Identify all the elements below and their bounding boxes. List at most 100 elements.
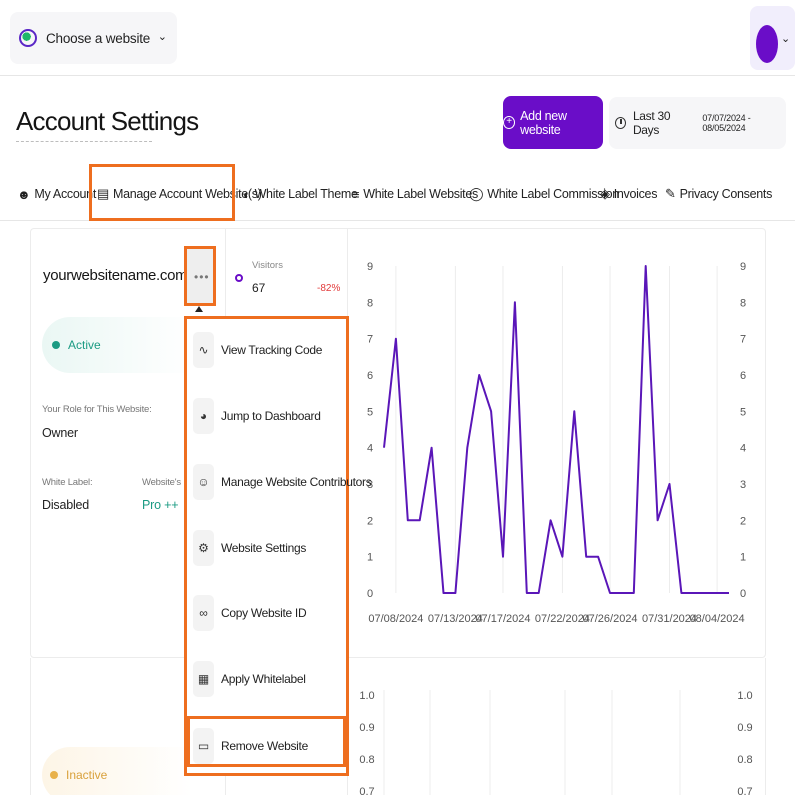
visitors-series-line <box>383 265 729 594</box>
white-label-label: White Label: <box>42 477 93 488</box>
website-card <box>30 228 766 658</box>
chevron-down-icon: ⌄ <box>781 33 791 45</box>
status-dot <box>50 771 58 779</box>
y2-tick-label: 6 <box>740 370 746 382</box>
user-menu[interactable]: ⌄ <box>750 6 795 70</box>
menu-item-label: Copy Website ID <box>221 606 307 620</box>
x-tick-label: 08/04/2024 <box>690 613 745 625</box>
gear-icon: ⚙ <box>193 530 214 566</box>
visitors-label: Visitors <box>252 260 283 271</box>
tab-my-account[interactable]: ☻ My Account <box>17 175 96 213</box>
globe-icon <box>19 29 37 47</box>
tab-label: White Label Websites <box>363 187 478 201</box>
white-label-value: Disabled <box>42 498 90 512</box>
menu-item-label: Website Settings <box>221 541 307 555</box>
pulse-icon: ∿ <box>193 332 214 368</box>
title-underline <box>16 141 152 142</box>
date-range-picker[interactable]: Last 30 Days 07/07/2024 - 08/05/2024 <box>609 97 786 149</box>
y2-tick-label: 2 <box>740 515 746 527</box>
add-new-website-label: Add new website <box>520 108 567 137</box>
grid-icon: ▦ <box>193 661 214 697</box>
page-title: Account Settings <box>16 106 199 136</box>
y2-tick-label: 0.7 <box>737 786 752 795</box>
pie-icon: ◕ <box>193 398 214 434</box>
y-tick-label: 5 <box>367 406 373 418</box>
menu-item-jump-to-dashboard[interactable]: ◕ Jump to Dashboard <box>193 396 347 436</box>
tab-white-label-websites[interactable]: ≡ White Label Websites <box>352 175 478 213</box>
layers-icon: ◈ <box>600 186 610 201</box>
y-tick-label: 1.0 <box>359 690 374 702</box>
y-tick-label: 4 <box>367 443 373 455</box>
y2-tick-label: 0.9 <box>737 722 752 734</box>
date-range-label: Last 30 Days <box>632 109 671 137</box>
add-user-icon: ☺ <box>193 464 214 500</box>
y2-tick-label: 3 <box>740 479 746 491</box>
visitors-value: 67 <box>252 281 266 295</box>
x-tick-label: 07/22/2024 <box>535 613 590 625</box>
status-text: Active <box>68 338 101 352</box>
tab-label: Privacy Consents <box>679 187 773 201</box>
trash-icon: ▭ <box>193 728 214 764</box>
more-icon: ••• <box>194 270 210 284</box>
y2-tick-label: 5 <box>740 406 746 418</box>
visitors-change: -82% <box>317 283 341 294</box>
plus-icon: + <box>503 116 516 129</box>
more-options-button[interactable]: ••• <box>184 246 216 306</box>
tab-white-label-theme[interactable]: ◐ White Label Theme <box>243 175 358 213</box>
y2-tick-label: 9 <box>740 261 746 273</box>
y2-tick-label: 0 <box>740 588 746 600</box>
add-new-website-button[interactable]: + Add new website <box>503 96 603 149</box>
y-tick-label: 0.7 <box>359 786 374 795</box>
pen-icon: ✎ <box>665 186 676 201</box>
tab-privacy-consents[interactable]: ✎ Privacy Consents <box>665 175 772 213</box>
link-icon: ∞ <box>193 595 214 631</box>
menu-item-remove-website[interactable]: ▭ Remove Website <box>193 726 347 766</box>
visitors-icon <box>235 274 243 282</box>
remove-highlight-frame <box>187 716 346 767</box>
menu-item-apply-whitelabel[interactable]: ▦ Apply Whitelabel <box>193 659 347 699</box>
chevron-down-icon: ⌄ <box>157 31 167 43</box>
menu-item-label: View Tracking Code <box>221 343 323 357</box>
y-tick-label: 2 <box>367 515 373 527</box>
tab-manage-account-websites[interactable]: ▤ Manage Account Website(s) <box>97 175 262 213</box>
menu-item-label: Remove Website <box>221 739 308 753</box>
website-selector[interactable]: Choose a website ⌄ <box>10 12 177 64</box>
menu-item-view-tracking-code[interactable]: ∿ View Tracking Code <box>193 330 347 370</box>
x-tick-label: 07/26/2024 <box>583 613 638 625</box>
menu-item-manage-contributors[interactable]: ☺ Manage Website Contributors <box>193 462 372 502</box>
tab-white-label-commission[interactable]: ◯ White Label Commission <box>469 175 619 213</box>
y2-tick-label: 1.0 <box>737 690 752 702</box>
y-tick-label: 0.8 <box>359 754 374 766</box>
menu-item-copy-website-id[interactable]: ∞ Copy Website ID <box>193 593 347 633</box>
y-tick-label: 0.9 <box>359 722 374 734</box>
menu-item-website-settings[interactable]: ⚙ Website Settings <box>193 528 347 568</box>
tab-label: My Account <box>34 187 97 201</box>
role-value: Owner <box>42 426 78 440</box>
menu-caret <box>195 306 203 312</box>
plan-value: Pro ++ <box>142 498 179 512</box>
y-tick-label: 8 <box>367 297 373 309</box>
y-tick-label: 9 <box>367 261 373 273</box>
menu-item-label: Manage Website Contributors <box>221 475 372 489</box>
top-bar: Choose a website ⌄ ⌄ <box>0 0 795 76</box>
list-icon: ≡ <box>352 186 360 202</box>
y2-tick-label: 8 <box>740 297 746 309</box>
y-tick-label: 6 <box>367 370 373 382</box>
settings-tabs: ☻ My Account ▤ Manage Account Website(s)… <box>0 175 795 221</box>
website-card-2 <box>30 658 766 795</box>
user-icon: ☻ <box>17 186 31 202</box>
avatar <box>756 25 778 63</box>
menu-item-label: Apply Whitelabel <box>221 672 306 686</box>
clock-icon <box>615 117 626 129</box>
y-tick-label: 0 <box>367 588 373 600</box>
x-tick-label: 07/31/2024 <box>642 613 697 625</box>
website-selector-label: Choose a website <box>46 30 151 46</box>
x-tick-label: 07/08/2024 <box>368 613 423 625</box>
website-name: yourwebsitename.com <box>43 267 188 284</box>
y2-tick-label: 0.8 <box>737 754 752 766</box>
tab-label: Manage Account Website(s) <box>112 187 262 201</box>
tab-invoices[interactable]: ◈ Invoices <box>600 175 657 213</box>
y-tick-label: 1 <box>367 552 373 564</box>
plan-label: Website's Pri <box>142 477 195 488</box>
